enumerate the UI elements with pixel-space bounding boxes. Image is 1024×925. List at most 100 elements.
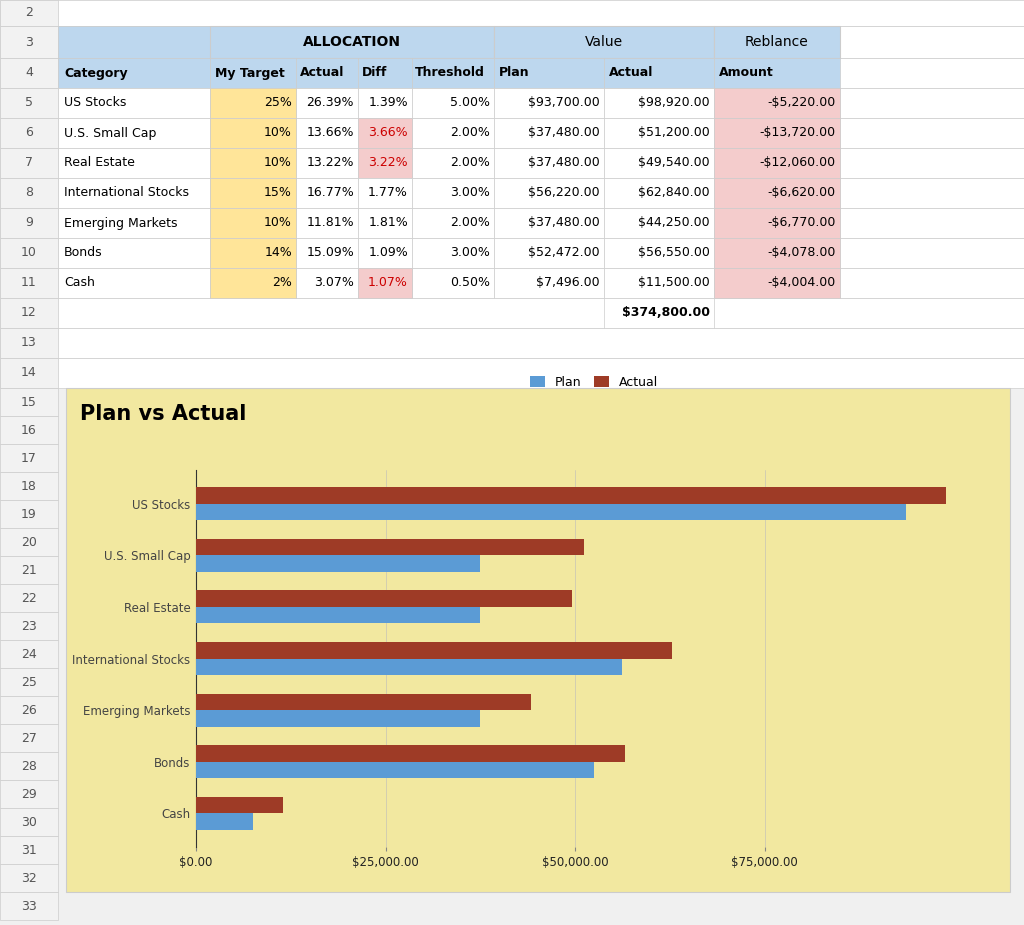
Bar (210, 88, 296, 118)
Text: My Target: My Target (215, 67, 285, 80)
Text: 13: 13 (22, 337, 37, 350)
Text: 3: 3 (25, 35, 33, 48)
Bar (296, 148, 358, 178)
Bar (714, 268, 840, 298)
Bar (358, 118, 412, 148)
Text: Plan vs Actual: Plan vs Actual (80, 404, 247, 424)
Bar (58, 58, 210, 88)
Text: Diff: Diff (362, 67, 387, 80)
Text: Category: Category (63, 67, 128, 80)
Text: 6: 6 (25, 127, 33, 140)
Bar (714, 58, 840, 88)
Text: 3.22%: 3.22% (369, 156, 408, 169)
Text: 11.81%: 11.81% (306, 216, 354, 229)
Bar (714, 118, 840, 148)
Bar (714, 148, 840, 178)
Bar (196, 710, 480, 727)
Text: 5.00%: 5.00% (450, 96, 490, 109)
Bar (0, 388, 58, 416)
Text: ALLOCATION: ALLOCATION (303, 35, 401, 49)
Bar (0, 668, 58, 696)
Bar (358, 268, 412, 298)
Bar (0, 0, 1024, 26)
Text: 10: 10 (22, 246, 37, 260)
Text: 8: 8 (25, 187, 33, 200)
Text: 11: 11 (22, 277, 37, 290)
Text: Actual: Actual (609, 67, 653, 80)
Bar (210, 26, 494, 58)
Bar (494, 148, 604, 178)
Bar (58, 268, 210, 298)
Bar (0, 298, 58, 328)
Bar (714, 238, 840, 268)
Bar (714, 268, 840, 298)
Bar (494, 58, 604, 88)
Bar (604, 58, 714, 88)
Text: 33: 33 (22, 899, 37, 912)
Text: 1.09%: 1.09% (369, 246, 408, 260)
Bar (196, 607, 480, 623)
Text: 15: 15 (22, 396, 37, 409)
Bar (412, 148, 494, 178)
Bar (0, 892, 58, 920)
Bar (0, 118, 1024, 148)
Bar (210, 148, 296, 178)
Bar (58, 208, 210, 238)
Text: $7,496.00: $7,496.00 (537, 277, 600, 290)
Text: 32: 32 (22, 871, 37, 884)
Bar (358, 118, 412, 148)
Bar (412, 88, 494, 118)
Text: 31: 31 (22, 844, 37, 857)
Text: $56,550.00: $56,550.00 (638, 246, 710, 260)
Bar (0, 298, 1024, 328)
Text: International Stocks: International Stocks (63, 187, 189, 200)
Text: 26.39%: 26.39% (306, 96, 354, 109)
Text: Emerging Markets: Emerging Markets (63, 216, 177, 229)
Bar (210, 58, 296, 88)
Bar (358, 268, 412, 298)
Text: 5: 5 (25, 96, 33, 109)
Bar (196, 694, 531, 710)
Text: 2%: 2% (272, 277, 292, 290)
Text: 3.07%: 3.07% (314, 277, 354, 290)
Bar (494, 238, 604, 268)
Text: 3.00%: 3.00% (451, 187, 490, 200)
Text: 1.39%: 1.39% (369, 96, 408, 109)
Bar (210, 118, 296, 148)
Text: $56,220.00: $56,220.00 (528, 187, 600, 200)
Bar (210, 118, 296, 148)
Text: Actual: Actual (300, 67, 344, 80)
Bar (196, 796, 284, 813)
Bar (296, 118, 358, 148)
Text: $37,480.00: $37,480.00 (528, 156, 600, 169)
Text: $49,540.00: $49,540.00 (638, 156, 710, 169)
Bar (0, 528, 58, 556)
Bar (358, 148, 412, 178)
Bar (196, 761, 594, 778)
Text: 14%: 14% (264, 246, 292, 260)
Bar (196, 813, 253, 830)
Bar (494, 88, 604, 118)
Bar (604, 88, 714, 118)
Bar (0, 640, 58, 668)
Text: 10%: 10% (264, 216, 292, 229)
Text: Amount: Amount (719, 67, 774, 80)
Bar (0, 416, 58, 444)
Bar (0, 238, 58, 268)
Bar (494, 26, 714, 58)
Text: 28: 28 (22, 759, 37, 772)
Text: $374,800.00: $374,800.00 (622, 306, 710, 319)
Text: $98,920.00: $98,920.00 (638, 96, 710, 109)
Bar (66, 388, 1010, 892)
Bar (296, 88, 358, 118)
Bar (58, 178, 210, 208)
Bar (210, 178, 296, 208)
Text: 10%: 10% (264, 127, 292, 140)
Bar (604, 118, 714, 148)
Bar (604, 178, 714, 208)
Text: 4: 4 (25, 67, 33, 80)
Bar (0, 724, 58, 752)
Bar (0, 88, 58, 118)
Bar (358, 88, 412, 118)
Text: -$6,770.00: -$6,770.00 (768, 216, 836, 229)
